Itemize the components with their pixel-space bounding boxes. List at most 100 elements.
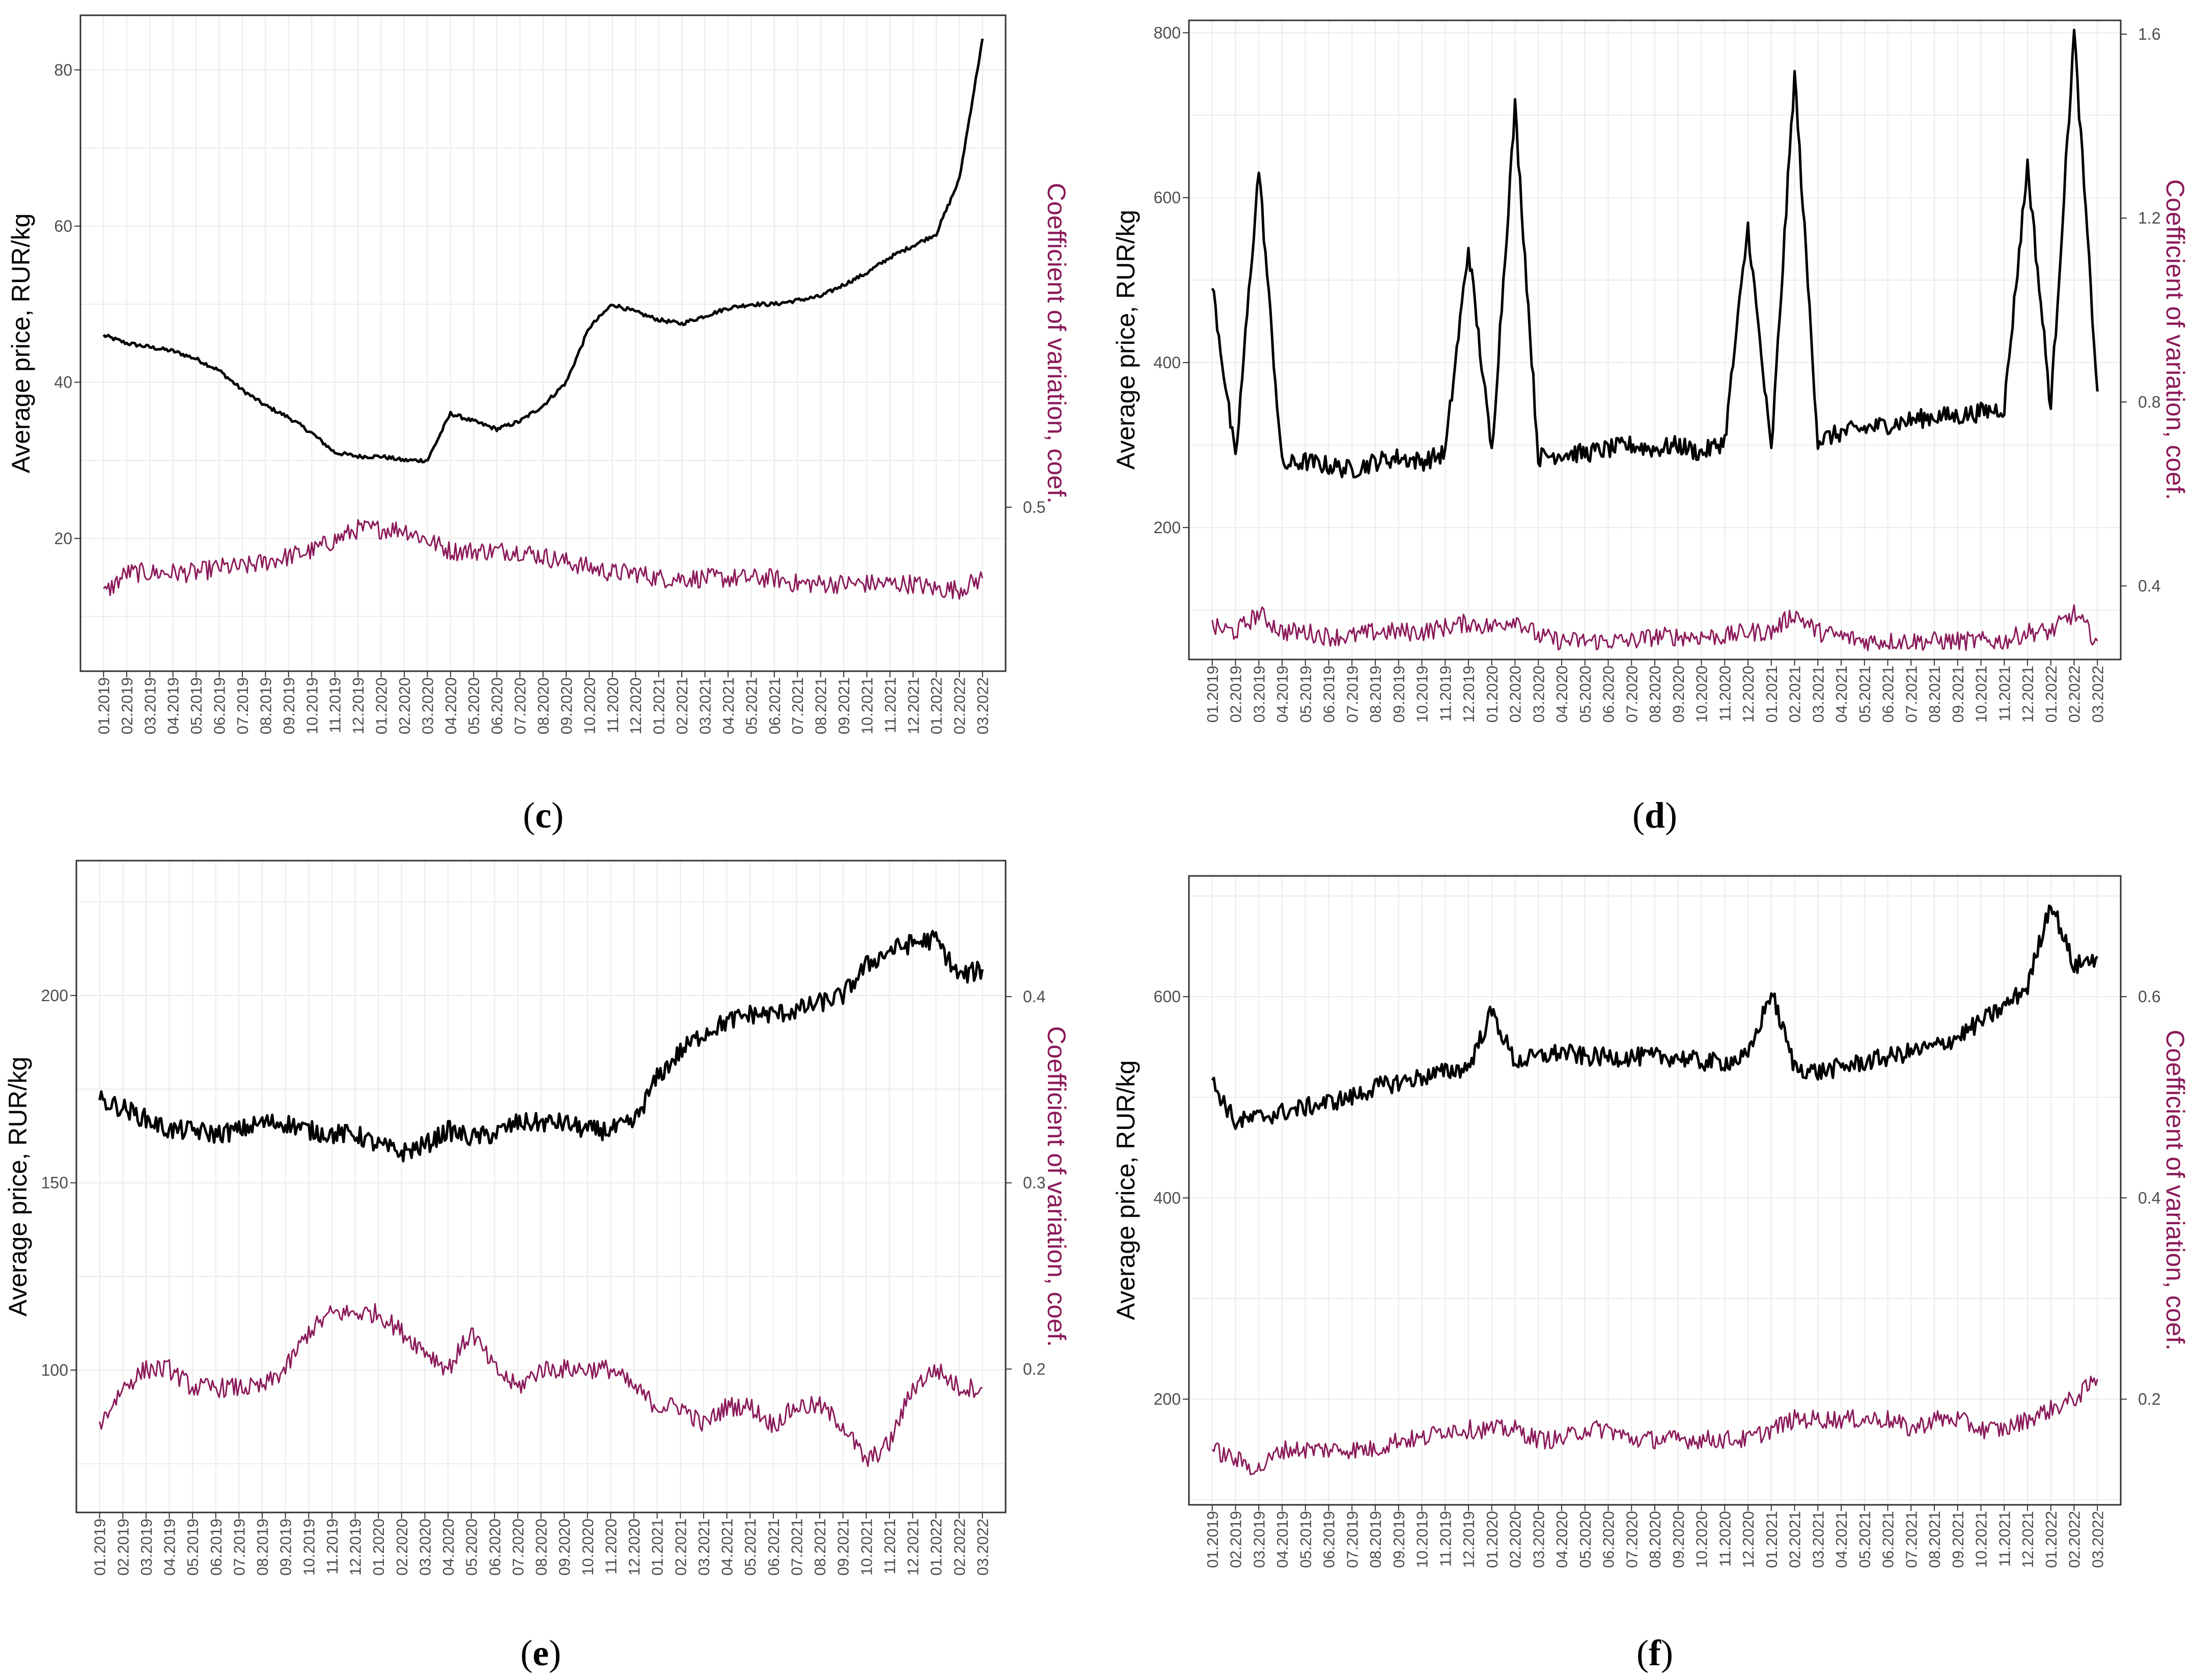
- x-tick-label: 11.2020: [1716, 666, 1734, 722]
- x-tick-label: 07.2021: [1902, 666, 1920, 723]
- y2-tick-label: 0.6: [2138, 987, 2160, 1006]
- price-line: [98, 929, 984, 1163]
- x-tick-label: 03.2022: [974, 677, 992, 734]
- x-tick-label: 08.2021: [812, 677, 830, 734]
- cv-series: [99, 1303, 983, 1467]
- x-tick-label: 01.2021: [649, 1519, 667, 1576]
- x-tick-label: 10.2021: [858, 677, 876, 734]
- x-tick-label: 11.2019: [326, 677, 344, 733]
- price-series: [1211, 29, 2099, 479]
- x-tick-label: 04.2019: [164, 677, 182, 734]
- x-tick-label: 05.2019: [1297, 666, 1315, 723]
- x-tick-label: 01.2020: [1483, 1511, 1501, 1568]
- x-tick-label: 10.2021: [1973, 1511, 1990, 1568]
- x-tick-label: 08.2019: [257, 677, 274, 734]
- x-tick-label: 07.2020: [1623, 666, 1641, 723]
- x-tick-label: 11.2020: [1716, 1511, 1734, 1567]
- x-tick-label: 06.2020: [488, 677, 506, 734]
- x-ticks: 01.2019 02.2019 03.2019 04.2019 05.2019 06.20…: [1204, 659, 2106, 723]
- x-tick-label: 11.2019: [1436, 666, 1454, 722]
- x-tick-label: 04.2019: [1273, 1511, 1291, 1568]
- grid-lines: [1189, 20, 2121, 659]
- x-tick-label: 08.2020: [535, 677, 552, 734]
- x-tick-label: 04.2020: [442, 677, 460, 734]
- x-tick-label: 01.2019: [1204, 1511, 1222, 1568]
- x-tick-label: 05.2021: [1856, 666, 1874, 723]
- x-tick-label: 05.2020: [1576, 666, 1594, 723]
- x-tick-label: 02.2020: [393, 1519, 411, 1576]
- x-tick-label: 03.2019: [1250, 666, 1268, 723]
- x-tick-label: 03.2020: [419, 677, 436, 734]
- x-tick-label: 10.2021: [1973, 666, 1990, 723]
- x-tick-label: 12.2019: [1460, 1511, 1478, 1568]
- x-tick-label: 09.2021: [1949, 1511, 1967, 1568]
- x-tick-label: 07.2019: [1343, 1511, 1361, 1568]
- x-tick-label: 12.2019: [349, 677, 367, 734]
- x-tick-label: 04.2019: [1273, 666, 1291, 723]
- x-tick-label: 05.2019: [187, 677, 205, 734]
- x-tick-label: 02.2021: [1786, 666, 1804, 723]
- x-tick-label: 05.2019: [1297, 1511, 1315, 1568]
- x-tick-label: 12.2020: [627, 677, 645, 734]
- y2-tick-label: 0.5: [1023, 498, 1045, 516]
- x-tick-label: 04.2021: [718, 1519, 736, 1576]
- x-tick-label: 02.2022: [2066, 666, 2084, 723]
- y-ticks-left: 100 150 200: [41, 986, 76, 1379]
- y-tick-label: 40: [54, 373, 72, 392]
- grid-lines: [80, 15, 1006, 671]
- y-tick-label: 400: [1154, 1189, 1181, 1207]
- y2-axis-title: Coefficient of variation, coef.: [2161, 1030, 2189, 1351]
- y-tick-label: 20: [54, 529, 72, 547]
- price-series: [98, 929, 984, 1163]
- y2-tick-label: 0.2: [1023, 1360, 1045, 1378]
- y2-tick-label: 0.2: [2138, 1390, 2160, 1409]
- x-tick-label: 12.2019: [1460, 666, 1478, 723]
- x-tick-label: 05.2020: [1576, 1511, 1594, 1568]
- x-tick-label: 02.2019: [1227, 1511, 1245, 1568]
- x-tick-label: 01.2019: [95, 677, 113, 734]
- y-tick-label: 80: [54, 61, 72, 79]
- x-tick-label: 05.2020: [463, 1519, 481, 1576]
- x-tick-label: 01.2021: [1763, 1511, 1781, 1568]
- panel-d: 200 400 600 800 0.4 0.8 1.2 1.6 01.2019 02.2019…: [1112, 19, 2189, 836]
- y-axis-title: Average price, RUR/kg: [1112, 210, 1140, 470]
- x-tick-label: 07.2020: [1623, 1511, 1641, 1568]
- price-series: [1211, 904, 2099, 1130]
- x-tick-label: 02.2019: [114, 1519, 132, 1576]
- panel-c: 20 40 60 80 0.5 01.2019 02.2019 03.2019 04.201…: [7, 14, 1071, 836]
- x-tick-label: 06.2021: [1879, 1511, 1897, 1568]
- x-tick-label: 08.2020: [1646, 1511, 1664, 1568]
- x-tick-label: 02.2020: [1507, 1511, 1524, 1568]
- x-tick-label: 01.2020: [370, 1519, 387, 1576]
- y2-tick-label: 1.2: [2138, 209, 2160, 227]
- grid-lines: [1189, 876, 2121, 1505]
- y2-tick-label: 0.4: [2138, 577, 2160, 595]
- x-tick-label: 08.2019: [254, 1519, 271, 1576]
- x-tick-label: 10.2019: [1413, 666, 1431, 723]
- x-tick-label: 06.2020: [1600, 666, 1618, 723]
- cv-line: [99, 1303, 983, 1467]
- x-tick-label: 07.2021: [1902, 1511, 1920, 1568]
- x-tick-label: 06.2019: [211, 677, 229, 734]
- x-tick-label: 12.2020: [1739, 1511, 1757, 1568]
- y-ticks-right: 0.5: [1006, 498, 1045, 516]
- x-tick-label: 09.2020: [1670, 666, 1687, 723]
- x-tick-label: 10.2020: [580, 677, 598, 734]
- y2-tick-label: 1.6: [2138, 25, 2160, 43]
- x-tick-label: 11.2020: [604, 677, 622, 733]
- x-tick-label: 10.2020: [579, 1519, 597, 1576]
- x-tick-label: 07.2019: [234, 677, 252, 734]
- y-tick-label: 200: [1154, 518, 1181, 537]
- y-tick-label: 400: [1154, 353, 1181, 372]
- y2-axis-title: Coefficient of variation, coef.: [1042, 183, 1071, 504]
- x-tick-label: 09.2020: [556, 1519, 573, 1576]
- cv-series: [1211, 1375, 2098, 1475]
- x-tick-label: 10.2019: [1413, 1511, 1431, 1568]
- x-tick-label: 03.2019: [137, 1519, 155, 1576]
- y2-tick-label: 0.4: [2138, 1189, 2160, 1207]
- x-tick-label: 02.2020: [396, 677, 413, 734]
- x-tick-label: 06.2021: [1879, 666, 1897, 723]
- x-tick-label: 09.2019: [1390, 1511, 1408, 1568]
- x-tick-label: 11.2021: [881, 677, 899, 733]
